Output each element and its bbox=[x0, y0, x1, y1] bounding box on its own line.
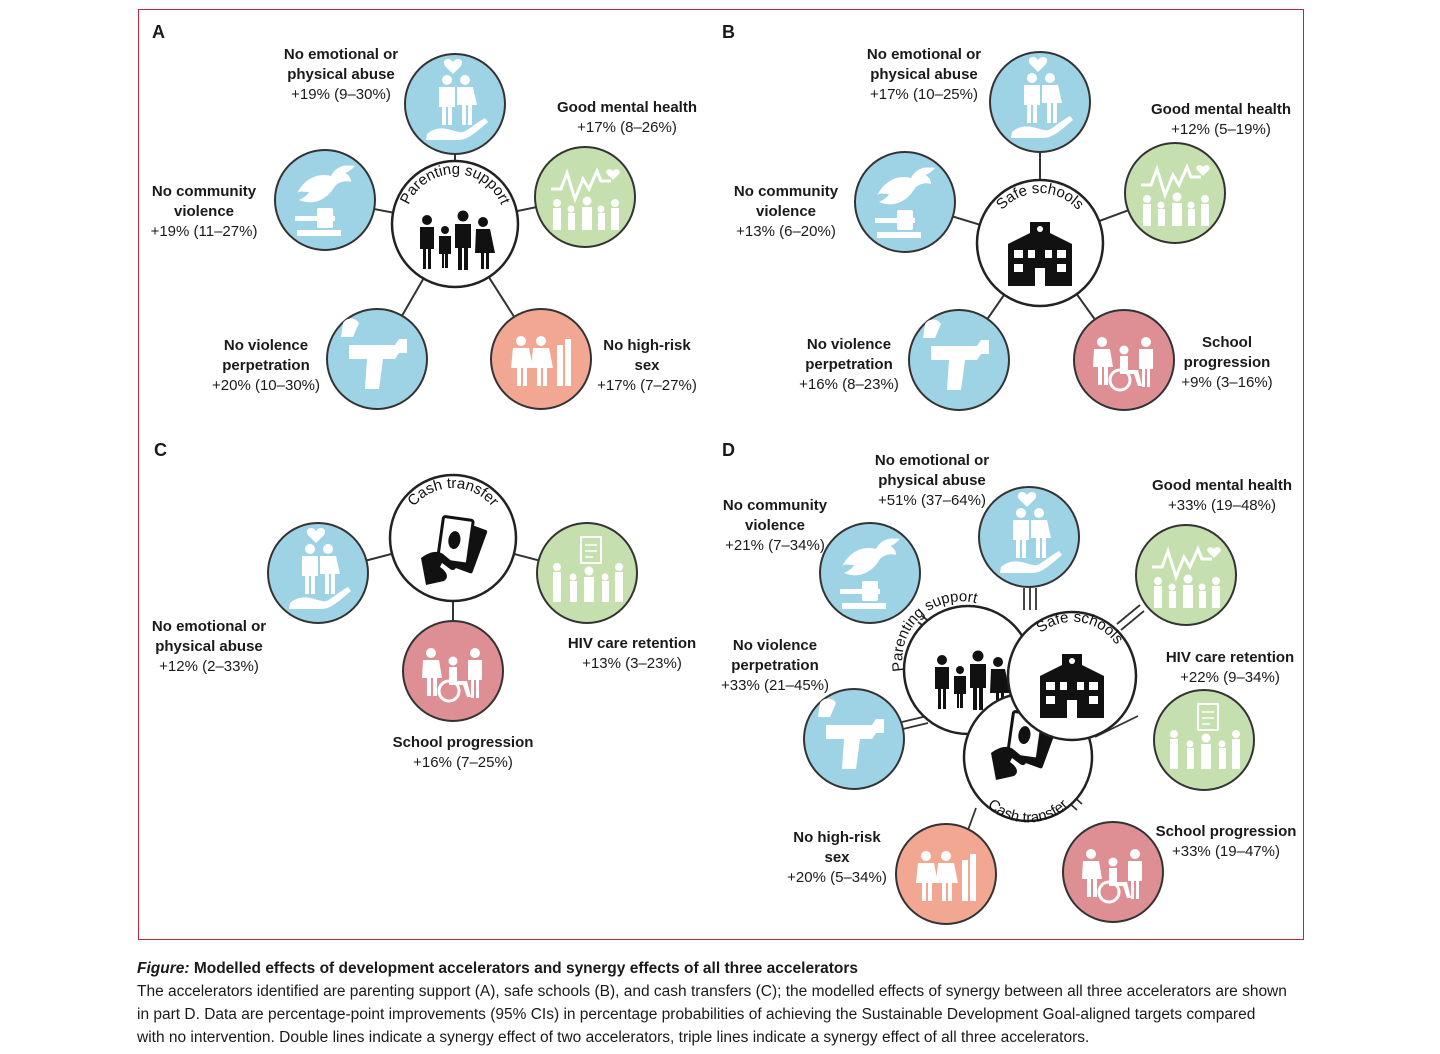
label-d-mental: Good mental health +33% (19–48%) bbox=[1151, 477, 1293, 514]
outcome-circle bbox=[274, 149, 376, 251]
panel-letter-c: C bbox=[154, 440, 167, 460]
caption-line-1: The accelerators identified are parentin… bbox=[137, 983, 1287, 1000]
caption-line-3: with no intervention. Double lines indic… bbox=[137, 1029, 1090, 1046]
label-a-sex: No high-risk sex +17% (7–27%) bbox=[597, 337, 697, 394]
panel-c: Cash transfer bbox=[267, 473, 638, 722]
label-b-perpetration: No violence perpetration +16% (8–23%) bbox=[799, 336, 899, 393]
label-d-emotional: No emotional or physical abuse +51% (37–… bbox=[874, 452, 990, 509]
panel-letter-d: D bbox=[722, 440, 735, 460]
label-b-mental: Good mental health +12% (5–19%) bbox=[1150, 101, 1292, 138]
panel-letter-a: A bbox=[152, 22, 165, 42]
caption-title: Figure: Modelled effects of development … bbox=[137, 960, 858, 977]
diagram: Parenting support Safe schools bbox=[267, 51, 1255, 925]
label-c-emotional: No emotional or physical abuse +12% (2–3… bbox=[151, 618, 267, 675]
label-a-community: No community violence +19% (11–27%) bbox=[150, 183, 258, 240]
outcome-circle bbox=[854, 151, 956, 253]
label-d-community: No community violence +21% (7–34%) bbox=[722, 497, 828, 554]
label-d-hiv: HIV care retention +22% (9–34%) bbox=[1165, 649, 1295, 686]
label-a-perpetration: No violence perpetration +20% (10–30%) bbox=[212, 337, 320, 394]
label-b-school: School progression +9% (3–16%) bbox=[1181, 334, 1273, 391]
label-c-hiv: HIV care retention +13% (3–23%) bbox=[567, 635, 697, 672]
label-b-community: No community violence +13% (6–20%) bbox=[733, 183, 839, 240]
figure-frame bbox=[138, 9, 1304, 940]
label-b-emotional: No emotional or physical abuse +17% (10–… bbox=[866, 46, 982, 103]
label-a-mental: Good mental health +17% (8–26%) bbox=[556, 99, 698, 136]
panel-letter-b: B bbox=[722, 22, 735, 42]
figure-caption: Figure: Modelled effects of development … bbox=[137, 957, 1317, 1049]
label-d-sex: No high-risk sex +20% (5–34%) bbox=[787, 829, 887, 886]
label-c-school: School progression +16% (7–25%) bbox=[392, 734, 534, 771]
caption-line-2: in part D. Data are percentage-point imp… bbox=[137, 1006, 1256, 1023]
outcome-circle bbox=[819, 522, 921, 624]
label-d-school: School progression +33% (19–47%) bbox=[1155, 823, 1297, 860]
label-d-perpetration: No violence perpetration +33% (21–45%) bbox=[721, 637, 829, 694]
label-a-emotional: No emotional or physical abuse +19% (9–3… bbox=[283, 46, 399, 103]
panel-d: Parenting support Cash transfer Safe sch… bbox=[803, 486, 1255, 925]
